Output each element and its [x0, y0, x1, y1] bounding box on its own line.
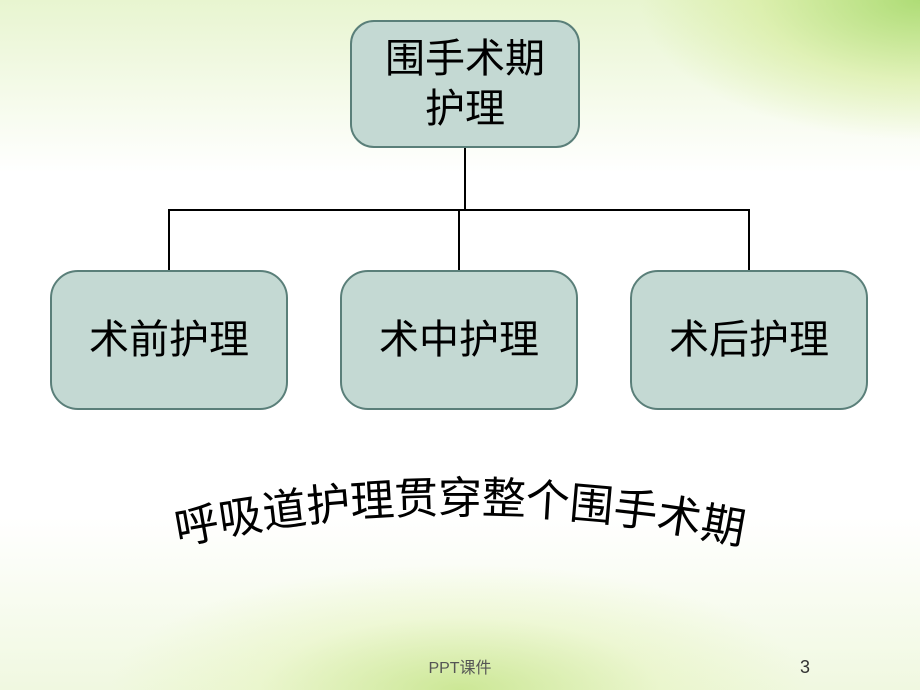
tree-child-label: 术中护理 — [379, 315, 539, 365]
tree-child: 术中护理 — [340, 270, 578, 410]
tree-child: 术后护理 — [630, 270, 868, 410]
caption-char: 吸 — [214, 479, 267, 549]
tree-root-line1: 围手术期 — [385, 34, 545, 84]
caption-char: 个 — [524, 464, 572, 530]
caption-char: 护 — [303, 467, 352, 535]
caption-char: 贯 — [393, 462, 439, 527]
caption-char: 理 — [348, 464, 396, 530]
org-tree: 围手术期 护理 术前护理 术中护理 术后护理 — [50, 20, 870, 440]
tree-child-label: 术后护理 — [669, 315, 829, 365]
caption-char: 围 — [567, 467, 616, 535]
tree-connector — [458, 209, 460, 270]
footer-page-number: 3 — [800, 657, 810, 678]
tree-child: 术前护理 — [50, 270, 288, 410]
slide: 围手术期 护理 术前护理 术中护理 术后护理 呼吸道护理贯穿整个围手术期 PPT… — [0, 0, 920, 690]
caption-char: 期 — [697, 487, 751, 558]
caption-arc: 呼吸道护理贯穿整个围手术期 — [0, 490, 920, 554]
footer-label: PPT课件 — [0, 654, 920, 678]
caption-char: 手 — [610, 472, 661, 541]
tree-root-line2: 护理 — [385, 84, 545, 134]
tree-connector — [748, 209, 750, 270]
tree-child-label: 术前护理 — [89, 315, 249, 365]
tree-connector — [464, 148, 466, 210]
caption-char: 穿 — [438, 462, 482, 526]
tree-root: 围手术期 护理 — [350, 20, 580, 148]
tree-connector — [168, 209, 170, 270]
caption-char: 整 — [481, 462, 527, 527]
caption-char: 道 — [258, 472, 309, 541]
